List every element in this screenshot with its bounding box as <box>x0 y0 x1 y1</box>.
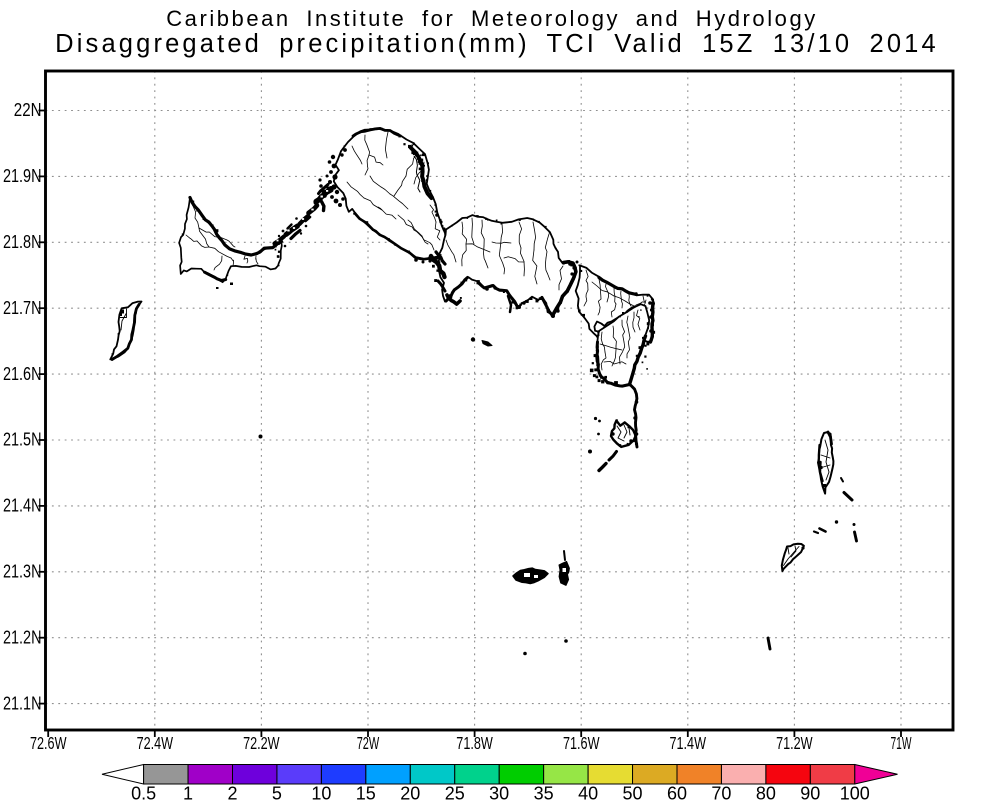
svg-text:22N: 22N <box>14 100 42 120</box>
svg-text:72.2W: 72.2W <box>243 733 280 753</box>
svg-text:21.5N: 21.5N <box>3 430 42 450</box>
svg-text:Caribbean Institute for Meteor: Caribbean Institute for Meteorology and … <box>166 6 818 31</box>
svg-text:1: 1 <box>183 784 193 800</box>
svg-text:71.8W: 71.8W <box>456 733 493 753</box>
svg-text:Disaggregated precipitation(mm: Disaggregated precipitation(mm) TCI Vali… <box>55 30 939 58</box>
svg-text:40: 40 <box>578 784 598 800</box>
svg-text:20: 20 <box>400 784 420 800</box>
svg-text:10: 10 <box>311 784 331 800</box>
svg-text:25: 25 <box>445 784 465 800</box>
svg-text:71.4W: 71.4W <box>670 733 707 753</box>
svg-text:21.8N: 21.8N <box>3 232 42 252</box>
svg-text:21.9N: 21.9N <box>3 166 42 186</box>
svg-text:60: 60 <box>667 784 687 800</box>
svg-text:21.3N: 21.3N <box>3 562 42 582</box>
svg-text:21.7N: 21.7N <box>3 298 42 318</box>
svg-text:30: 30 <box>489 784 509 800</box>
svg-text:21.6N: 21.6N <box>3 364 42 384</box>
svg-text:90: 90 <box>800 784 820 800</box>
svg-text:50: 50 <box>622 784 642 800</box>
svg-text:72.4W: 72.4W <box>137 733 174 753</box>
svg-text:80: 80 <box>756 784 776 800</box>
svg-text:72W: 72W <box>357 733 380 753</box>
svg-text:15: 15 <box>356 784 376 800</box>
svg-text:21.4N: 21.4N <box>3 496 42 516</box>
svg-text:71.6W: 71.6W <box>563 733 600 753</box>
svg-text:2: 2 <box>227 784 237 800</box>
svg-text:0.5: 0.5 <box>131 784 156 800</box>
svg-text:5: 5 <box>272 784 282 800</box>
svg-text:21.2N: 21.2N <box>3 627 42 647</box>
svg-text:35: 35 <box>534 784 554 800</box>
svg-text:72.6W: 72.6W <box>30 733 67 753</box>
svg-text:70: 70 <box>711 784 731 800</box>
svg-text:71W: 71W <box>891 733 912 753</box>
svg-text:71.2W: 71.2W <box>776 733 813 753</box>
svg-text:21.1N: 21.1N <box>3 693 42 713</box>
svg-text:100: 100 <box>840 784 870 800</box>
